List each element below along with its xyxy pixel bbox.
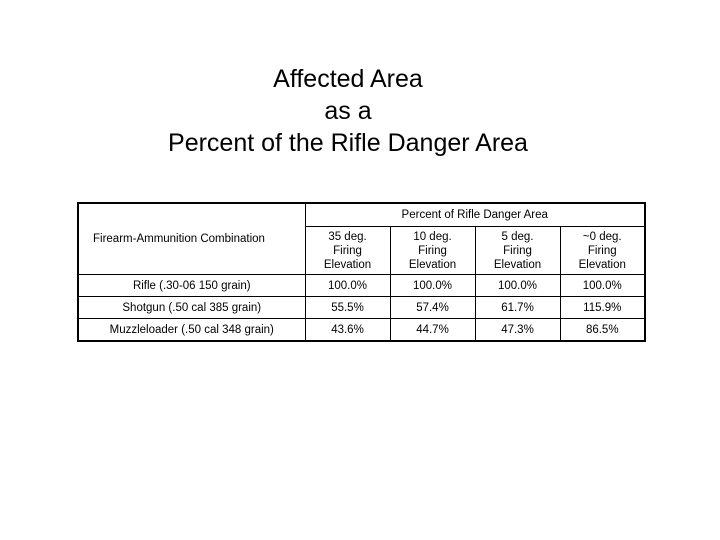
column-header-line: 35 deg. <box>328 230 367 243</box>
column-header-line: Firing <box>333 244 362 257</box>
table-cell: 100.0% <box>389 274 476 297</box>
table-row: Shotgun (.50 cal 385 grain) 55.5% 57.4% … <box>77 296 646 319</box>
table-row: Rifle (.30-06 150 grain) 100.0% 100.0% 1… <box>77 274 646 297</box>
column-header-line: ~0 deg. <box>582 230 622 243</box>
column-header-0-deg: ~0 deg. Firing Elevation <box>559 226 646 275</box>
table-group-header-row: Firearm-Ammunition Combination Percent o… <box>77 202 646 275</box>
column-header-line: Firing <box>503 244 532 257</box>
table-cell: 47.3% <box>474 318 561 342</box>
title-line-2: as a <box>324 97 372 125</box>
column-header-line: 10 deg. <box>413 230 452 243</box>
table-cell: 100.0% <box>559 274 646 297</box>
danger-area-table: Firearm-Ammunition Combination Percent o… <box>77 202 646 342</box>
table-column-header-row: 35 deg. Firing Elevation 10 deg. Firing … <box>78 226 646 275</box>
column-header-line: Firing <box>418 244 447 257</box>
column-header-line: Elevation <box>493 258 542 271</box>
row-label: Muzzleloader (.50 cal 348 grain) <box>77 318 306 342</box>
table-row: Muzzleloader (.50 cal 348 grain) 43.6% 4… <box>77 318 646 342</box>
title-line-3: Percent of the Rifle Danger Area <box>168 129 528 157</box>
column-header-10-deg: 10 deg. Firing Elevation <box>389 226 476 275</box>
table-cell: 115.9% <box>559 296 646 319</box>
table-cell: 86.5% <box>559 318 646 342</box>
column-header-5-deg: 5 deg. Firing Elevation <box>474 226 561 275</box>
table-cell: 55.5% <box>304 296 391 319</box>
slide-title: Affected Area as a Percent of the Rifle … <box>0 63 696 159</box>
column-header-line: Elevation <box>578 258 626 271</box>
table-cell: 61.7% <box>474 296 561 319</box>
table-cell: 43.6% <box>304 318 391 342</box>
column-header-line: 5 deg. <box>501 230 534 243</box>
column-header-35-deg: 35 deg. Firing Elevation <box>304 226 391 275</box>
row-label: Rifle (.30-06 150 grain) <box>77 274 306 297</box>
table-cell: 100.0% <box>474 274 561 297</box>
column-header-line: Firing <box>587 244 617 257</box>
first-column-header: Firearm-Ammunition Combination <box>77 202 306 275</box>
column-header-line: Elevation <box>323 258 372 271</box>
table-cell: 44.7% <box>389 318 476 342</box>
group-header: Percent of Rifle Danger Area <box>304 202 646 227</box>
table-cell: 57.4% <box>389 296 476 319</box>
column-header-line: Elevation <box>408 258 457 271</box>
table-cell: 100.0% <box>304 274 391 297</box>
title-line-1: Affected Area <box>273 65 423 93</box>
row-label: Shotgun (.50 cal 385 grain) <box>77 296 306 319</box>
